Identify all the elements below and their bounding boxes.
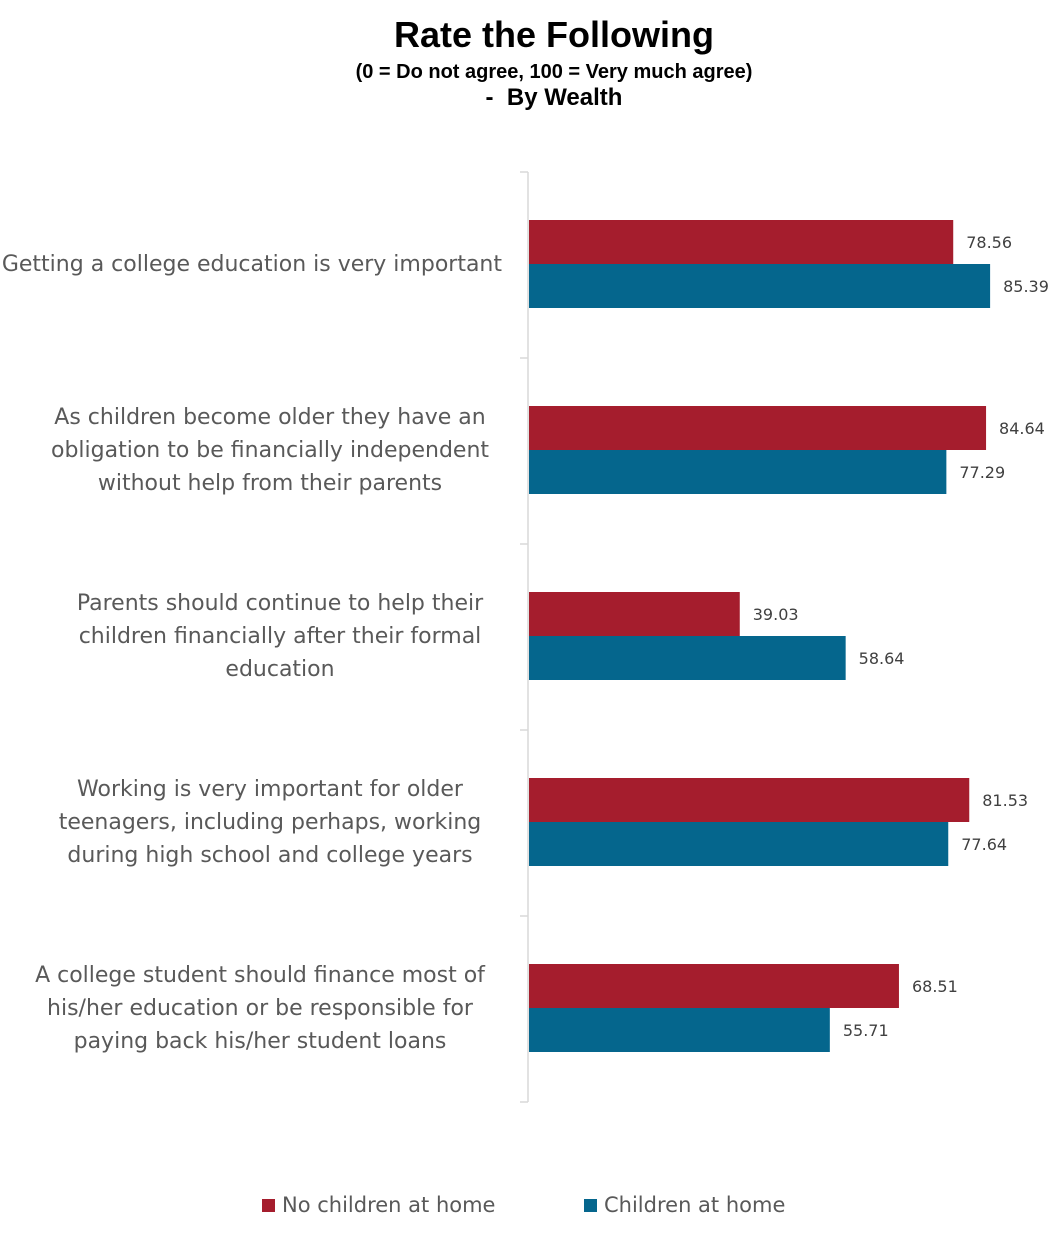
category-label-0: Getting a college education is very impo… <box>1 251 502 277</box>
bar-no-children-3 <box>529 778 970 822</box>
legend-swatch-children <box>584 1198 597 1212</box>
chart-subtitle: (0 = Do not agree, 100 = Very much agree… <box>355 61 753 83</box>
bar-children-0 <box>529 264 991 308</box>
data-label-children-2: 58.64 <box>859 649 905 668</box>
bar-children-2 <box>529 636 846 680</box>
category-label-1: As children become older they have an ob… <box>50 404 490 496</box>
legend-label-children: Children at home <box>604 1193 786 1217</box>
bar-no-children-2 <box>529 592 740 636</box>
bar-children-1 <box>529 450 947 494</box>
data-label-no-children-1: 84.64 <box>999 419 1045 438</box>
data-label-no-children-3: 81.53 <box>982 791 1028 810</box>
data-label-children-1: 77.29 <box>959 463 1005 482</box>
legend-label-no-children: No children at home <box>282 1193 496 1217</box>
bar-no-children-1 <box>529 406 987 450</box>
legend-item-no-children: No children at home <box>262 1190 495 1220</box>
data-label-no-children-2: 39.03 <box>753 605 799 624</box>
data-label-children-0: 85.39 <box>1003 277 1049 296</box>
chart-subtitle-2: - By Wealth <box>485 84 623 111</box>
data-label-no-children-0: 78.56 <box>966 233 1012 252</box>
bar-children-3 <box>529 822 949 866</box>
bar-children-4 <box>529 1008 830 1052</box>
data-label-children-4: 55.71 <box>843 1021 889 1040</box>
legend-swatch-no-children <box>262 1198 275 1212</box>
category-label-3: Working is very important for older teen… <box>58 776 482 868</box>
chart-title: Rate the Following <box>394 14 714 55</box>
category-label-2: Parents should continue to help their ch… <box>76 590 484 682</box>
category-label-4: A college student should finance most of… <box>35 962 485 1054</box>
data-label-children-3: 77.64 <box>961 835 1007 854</box>
bar-no-children-0 <box>529 220 954 264</box>
legend-item-children: Children at home <box>584 1190 785 1220</box>
data-label-no-children-4: 68.51 <box>912 977 958 996</box>
bar-no-children-4 <box>529 964 899 1008</box>
